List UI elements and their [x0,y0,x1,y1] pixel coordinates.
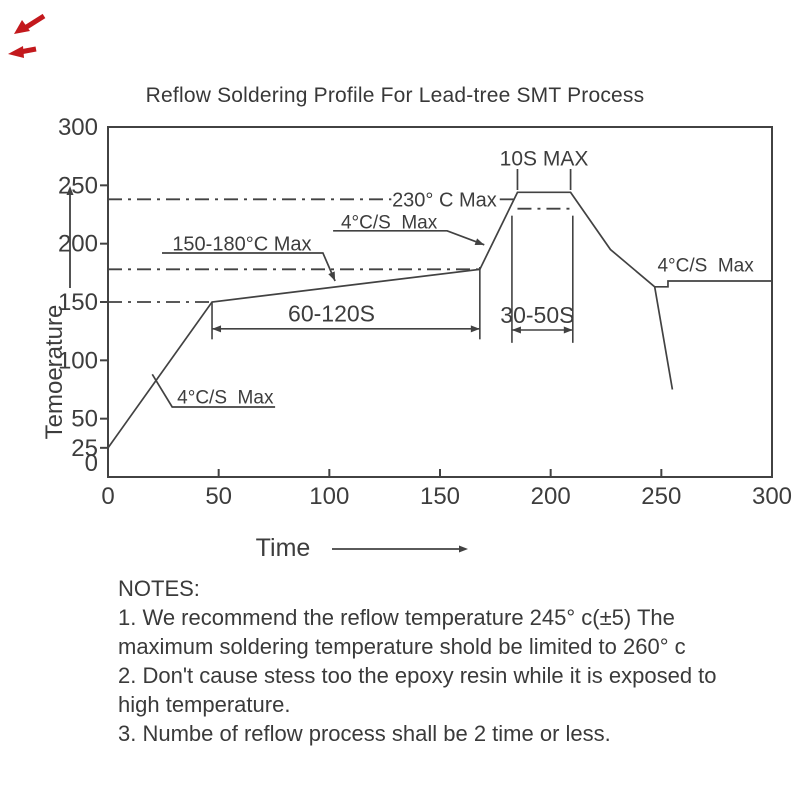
profile-line [107,191,674,449]
note-line: 1. We recommend the reflow temperature 2… [118,605,675,630]
note-line: 3. Numbe of reflow process shall be 2 ti… [118,721,611,746]
annotation-label: 4°C/S Max [341,212,438,233]
dimension-arrow-icon [511,326,521,334]
x-axis-label: Time [256,534,311,562]
annotation-line [162,252,336,282]
chart-title: Reflow Soldering Profile For Lead-tree S… [145,84,645,107]
notes-heading: NOTES: [118,576,200,601]
notes-section: NOTES: 1. We recommend the reflow temper… [118,574,790,748]
x-tick-label: 200 [531,483,571,510]
red-arrow-icon [23,13,46,31]
annotation-label: 4°C/S Max [177,387,274,408]
red-arrow-icon [8,46,24,58]
dimension-arrow-icon [563,326,573,334]
x-tick-label: 250 [641,483,681,510]
y-tick-label: 100 [58,347,98,374]
y-tick-label: 150 [58,289,98,316]
x-tick-label: 150 [420,483,460,510]
annotation-line [333,229,485,246]
x-tick-label: 300 [752,483,792,510]
annotation-label: 150-180°C Max [172,234,311,256]
annotation-label: 10S MAX [500,147,589,170]
x-tick-label: 100 [309,483,349,510]
x-axis-arrowhead-icon [459,545,468,553]
dimension-label: 30-50S [500,302,574,328]
note-line: 2. Don't cause stess too the epoxy resin… [118,663,717,688]
y-axis-arrowhead-icon [66,186,74,195]
annotation-arrow-icon [328,271,336,281]
dimension-arrow-icon [470,325,480,333]
y-tick-label: 200 [58,231,98,258]
note-line: maximum soldering temperature shold be l… [118,634,686,659]
y-tick-label: 300 [58,114,98,141]
note-line: high temperature. [118,692,291,717]
annotation-arrow-icon [474,238,485,245]
y-tick-label: 250 [58,172,98,199]
x-tick-label: 50 [205,483,232,510]
annotation-line [151,373,276,408]
y-axis-label: Temoerature [41,305,68,440]
red-arrow-icon [14,20,30,34]
red-arrows-decoration [8,13,46,58]
annotation-line [654,280,772,288]
x-tick-label: 0 [101,483,114,510]
dimension-arrow-icon [212,325,222,333]
y-tick-label: 0 [85,450,98,477]
reference-line-label: 230° C Max [392,189,497,211]
y-tick-label: 25 [71,435,98,462]
dimension-label: 60-120S [288,301,375,327]
annotation-label: 4°C/S Max [657,256,754,277]
y-tick-label: 50 [71,406,98,433]
